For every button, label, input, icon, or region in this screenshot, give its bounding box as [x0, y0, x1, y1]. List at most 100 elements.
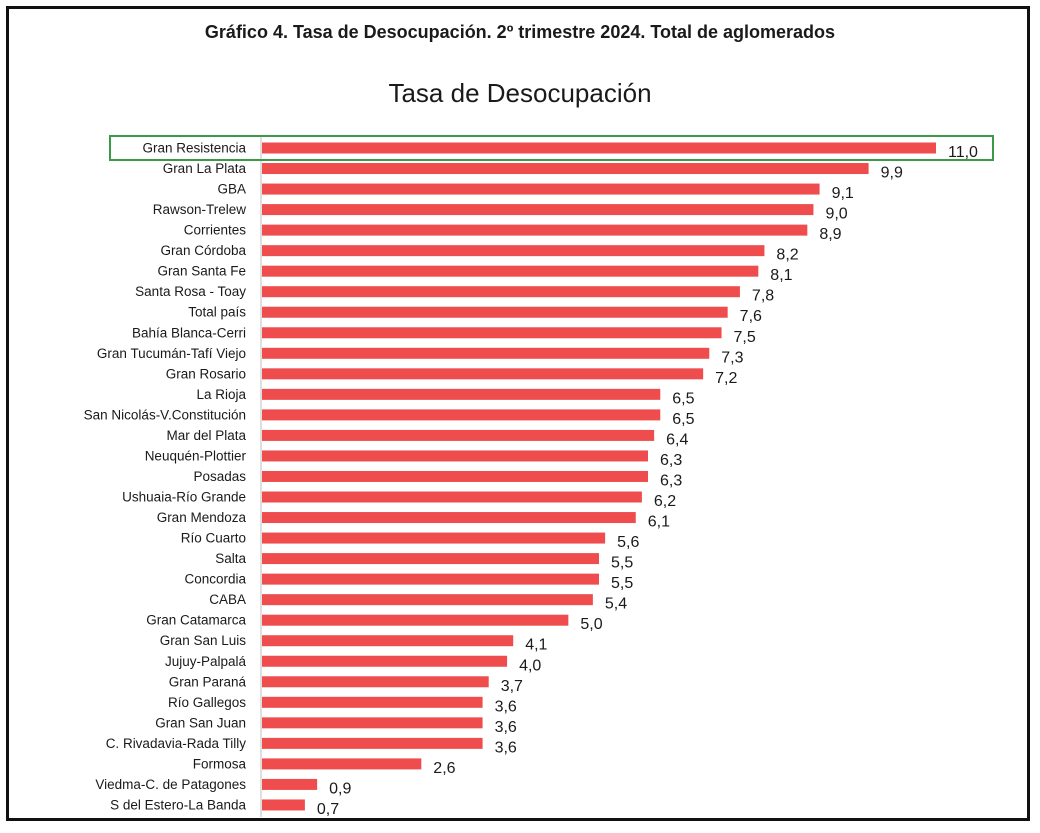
category-label: Total país [188, 305, 246, 320]
category-label: Corrientes [184, 223, 247, 238]
category-label: Gran Tucumán-Tafí Viejo [97, 346, 246, 361]
data-label: 9,9 [881, 165, 903, 182]
category-label: Gran Santa Fe [157, 264, 246, 279]
data-label: 7,3 [721, 349, 743, 366]
category-label: Gran San Luis [160, 633, 247, 648]
data-label: 5,5 [611, 555, 633, 572]
category-label: Gran Resistencia [142, 141, 246, 156]
bar [262, 573, 599, 585]
bar [262, 676, 489, 688]
figure-title: Gráfico 4. Tasa de Desocupación. 2º trim… [204, 22, 836, 42]
category-label: Viedma-C. de Patagones [95, 777, 246, 792]
bar [262, 470, 649, 482]
data-label: 7,8 [752, 288, 774, 305]
category-label: Gran Rosario [166, 366, 246, 381]
data-label: 3,6 [495, 719, 517, 736]
category-label: Neuquén-Plottier [145, 448, 247, 463]
data-label: 6,4 [666, 431, 688, 448]
data-label: 6,3 [660, 472, 682, 489]
category-label: Gran Catamarca [146, 613, 246, 628]
chart-title: Tasa de Desocupación [388, 78, 652, 108]
bar [262, 224, 808, 236]
bar [262, 614, 569, 626]
category-label: Bahía Blanca-Cerri [132, 325, 246, 340]
bar [262, 368, 704, 380]
data-label: 7,6 [740, 308, 762, 325]
category-label: Jujuy-Palpalá [165, 654, 247, 669]
data-label: 3,6 [495, 698, 517, 715]
data-label: 6,2 [654, 493, 676, 510]
bar [262, 450, 649, 462]
data-label: 2,6 [433, 760, 455, 777]
category-label: Formosa [193, 756, 247, 771]
data-label: 5,5 [611, 575, 633, 592]
category-label: Río Cuarto [181, 531, 246, 546]
category-label: Gran Paraná [169, 674, 247, 689]
bar [262, 409, 661, 421]
category-label: C. Rivadavia-Rada Tilly [106, 736, 247, 751]
category-label: La Rioja [196, 387, 246, 402]
bar [262, 286, 740, 298]
category-label: Concordia [184, 572, 246, 587]
category-label: Río Gallegos [168, 695, 246, 710]
category-label: Posadas [193, 469, 246, 484]
bar [262, 799, 305, 811]
bar [262, 204, 814, 216]
bar [262, 245, 765, 257]
data-label: 9,1 [832, 185, 854, 202]
data-label: 8,1 [770, 267, 792, 284]
bar [262, 306, 728, 318]
bar [262, 142, 936, 154]
bar [262, 388, 661, 400]
data-label: 8,2 [776, 247, 798, 264]
bar [262, 347, 710, 359]
category-label: Gran Mendoza [157, 510, 247, 525]
data-label: 7,5 [734, 329, 756, 346]
data-label: 9,0 [825, 206, 847, 223]
bar [262, 696, 483, 708]
category-label: Gran La Plata [163, 161, 247, 176]
bar [262, 655, 508, 667]
bar [262, 163, 869, 175]
bar [262, 635, 514, 647]
bar [262, 512, 636, 524]
category-label: Gran San Juan [155, 715, 246, 730]
data-label: 5,0 [580, 616, 602, 633]
highlight-box [109, 135, 994, 161]
category-label: Mar del Plata [166, 428, 246, 443]
bar [262, 778, 318, 790]
data-label: 6,5 [672, 411, 694, 428]
data-label: 0,9 [329, 780, 351, 797]
bar [262, 717, 483, 729]
data-label: 5,4 [605, 596, 627, 613]
bar [262, 594, 593, 606]
bar [262, 327, 722, 339]
category-label: Santa Rosa - Toay [135, 284, 246, 299]
category-label: S del Estero-La Banda [110, 797, 246, 812]
data-label: 5,6 [617, 534, 639, 551]
data-label: 4,0 [519, 657, 541, 674]
category-label: GBA [217, 182, 246, 197]
category-label: San Nicolás-V.Constitución [84, 407, 246, 422]
data-label: 6,3 [660, 452, 682, 469]
data-label: 0,7 [317, 801, 339, 818]
data-label: 11,0 [948, 144, 978, 161]
bar [262, 737, 483, 749]
bar [262, 265, 759, 277]
bar [262, 758, 422, 770]
bar [262, 429, 655, 441]
category-label: Gran Córdoba [160, 243, 246, 258]
data-label: 6,5 [672, 390, 694, 407]
data-label: 3,6 [495, 739, 517, 756]
category-label: Rawson-Trelew [153, 202, 247, 217]
bar [262, 553, 599, 565]
data-label: 8,9 [819, 226, 841, 243]
bar [262, 491, 642, 503]
bar [262, 532, 606, 544]
bar [262, 183, 820, 195]
data-label: 3,7 [501, 678, 523, 695]
category-label: Ushuaia-Río Grande [122, 490, 246, 505]
category-label: CABA [209, 592, 246, 607]
data-label: 6,1 [648, 514, 670, 531]
